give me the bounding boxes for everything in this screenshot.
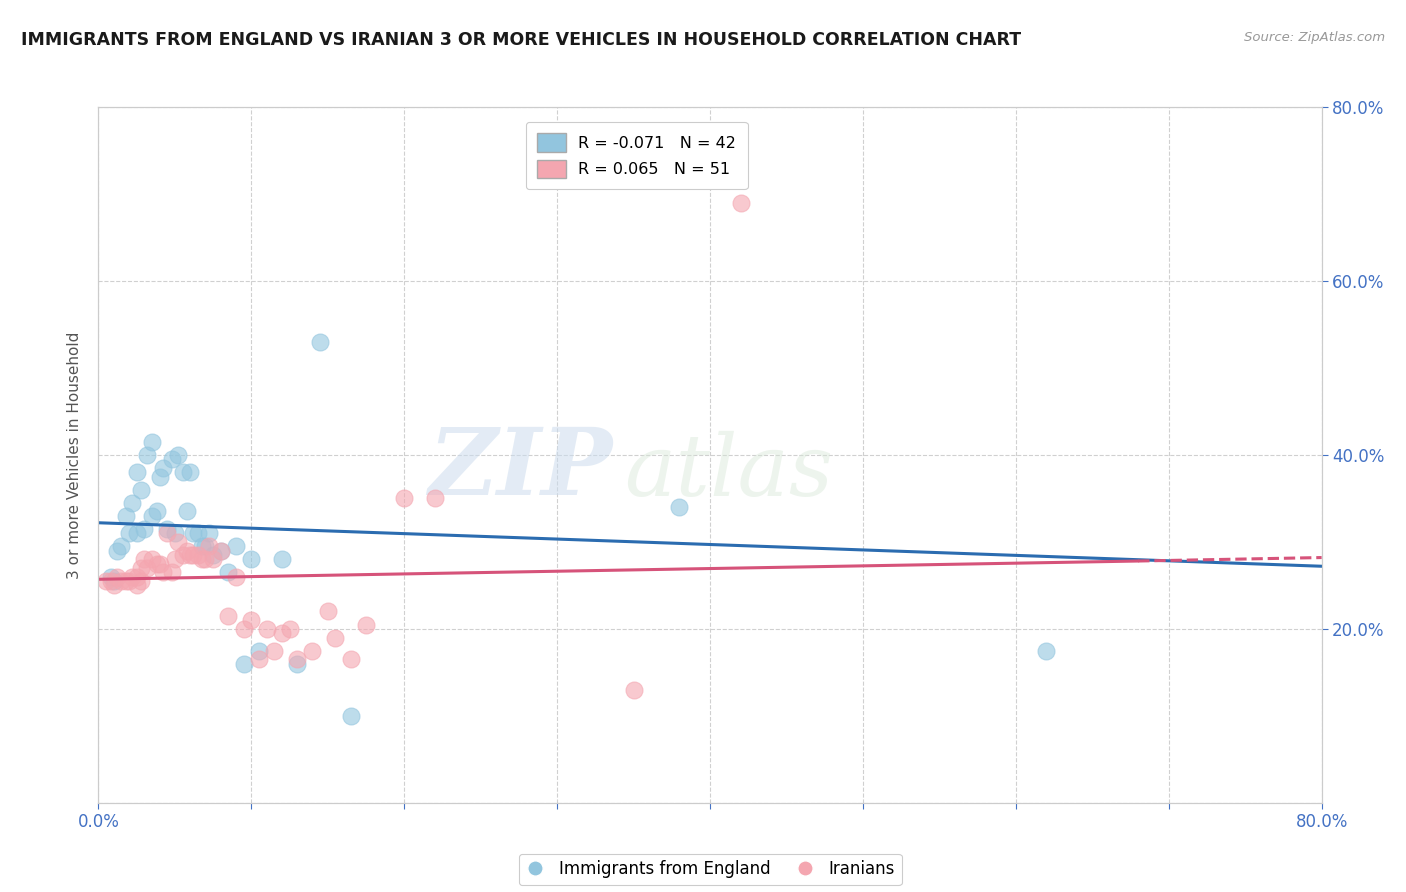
Point [125, 526, 148, 541]
Point [94, 574, 117, 588]
Point [278, 622, 301, 636]
Point [160, 566, 183, 580]
Point [167, 448, 190, 462]
Point [247, 643, 270, 657]
Point [115, 508, 138, 523]
Point [181, 548, 204, 562]
Point [285, 652, 308, 666]
Point [270, 626, 292, 640]
Point [129, 574, 152, 588]
Point [110, 539, 132, 553]
Text: ZIP: ZIP [427, 424, 612, 514]
Point [217, 608, 239, 623]
Point [125, 570, 148, 584]
Point [202, 548, 225, 562]
Point [209, 543, 232, 558]
Point [100, 570, 122, 584]
Point [121, 496, 143, 510]
Point [149, 469, 172, 483]
Point [152, 461, 174, 475]
Point [118, 574, 141, 588]
Point [197, 539, 219, 553]
Point [176, 504, 198, 518]
Point [423, 491, 446, 506]
Point [309, 334, 332, 349]
Point [225, 539, 247, 553]
Point [121, 570, 143, 584]
Point [134, 552, 156, 566]
Point [179, 548, 201, 562]
Point [194, 552, 217, 566]
Point [181, 526, 204, 541]
Point [172, 466, 194, 480]
Point [129, 483, 152, 497]
Point [145, 504, 167, 518]
Point [263, 643, 285, 657]
Point [167, 534, 190, 549]
Text: atlas: atlas [624, 431, 834, 514]
Point [118, 526, 141, 541]
Point [256, 622, 278, 636]
Point [105, 543, 128, 558]
Point [110, 574, 132, 588]
Point [354, 617, 377, 632]
Point [115, 574, 138, 588]
Point [1035, 643, 1057, 657]
Point [100, 574, 122, 588]
Point [191, 539, 214, 553]
Point [270, 552, 292, 566]
Point [668, 500, 690, 514]
Point [129, 561, 152, 575]
Point [160, 452, 183, 467]
Point [163, 552, 186, 566]
Point [191, 552, 214, 566]
Point [247, 652, 270, 666]
Point [125, 578, 148, 592]
Point [285, 657, 308, 671]
Point [179, 466, 201, 480]
Point [172, 548, 194, 562]
Point [105, 570, 128, 584]
Point [103, 578, 125, 592]
Y-axis label: 3 or more Vehicles in Household: 3 or more Vehicles in Household [67, 331, 83, 579]
Point [136, 448, 159, 462]
Point [316, 605, 339, 619]
Point [176, 543, 198, 558]
Point [623, 682, 645, 697]
Point [136, 561, 159, 575]
Point [194, 539, 217, 553]
Point [232, 622, 254, 636]
Point [141, 434, 163, 449]
Point [240, 552, 263, 566]
Point [217, 566, 239, 580]
Point [232, 657, 254, 671]
Point [163, 526, 186, 541]
Point [145, 557, 167, 571]
Point [209, 543, 232, 558]
Point [325, 631, 347, 645]
Point [141, 508, 163, 523]
Point [339, 708, 361, 723]
Point [134, 522, 156, 536]
Point [202, 552, 225, 566]
Point [392, 491, 416, 506]
Text: Source: ZipAtlas.com: Source: ZipAtlas.com [1244, 31, 1385, 45]
Point [152, 566, 174, 580]
Point [141, 552, 163, 566]
Point [156, 526, 179, 541]
Point [187, 526, 209, 541]
Text: IMMIGRANTS FROM ENGLAND VS IRANIAN 3 OR MORE VEHICLES IN HOUSEHOLD CORRELATION C: IMMIGRANTS FROM ENGLAND VS IRANIAN 3 OR … [21, 31, 1021, 49]
Point [149, 557, 172, 571]
Point [339, 652, 361, 666]
Point [125, 466, 148, 480]
Point [197, 526, 219, 541]
Legend: Immigrants from England, Iranians: Immigrants from England, Iranians [519, 854, 901, 885]
Point [103, 574, 125, 588]
Point [240, 613, 263, 627]
Point [187, 548, 209, 562]
Point [225, 570, 247, 584]
Point [301, 643, 323, 657]
Point [156, 522, 179, 536]
Point [730, 195, 752, 210]
